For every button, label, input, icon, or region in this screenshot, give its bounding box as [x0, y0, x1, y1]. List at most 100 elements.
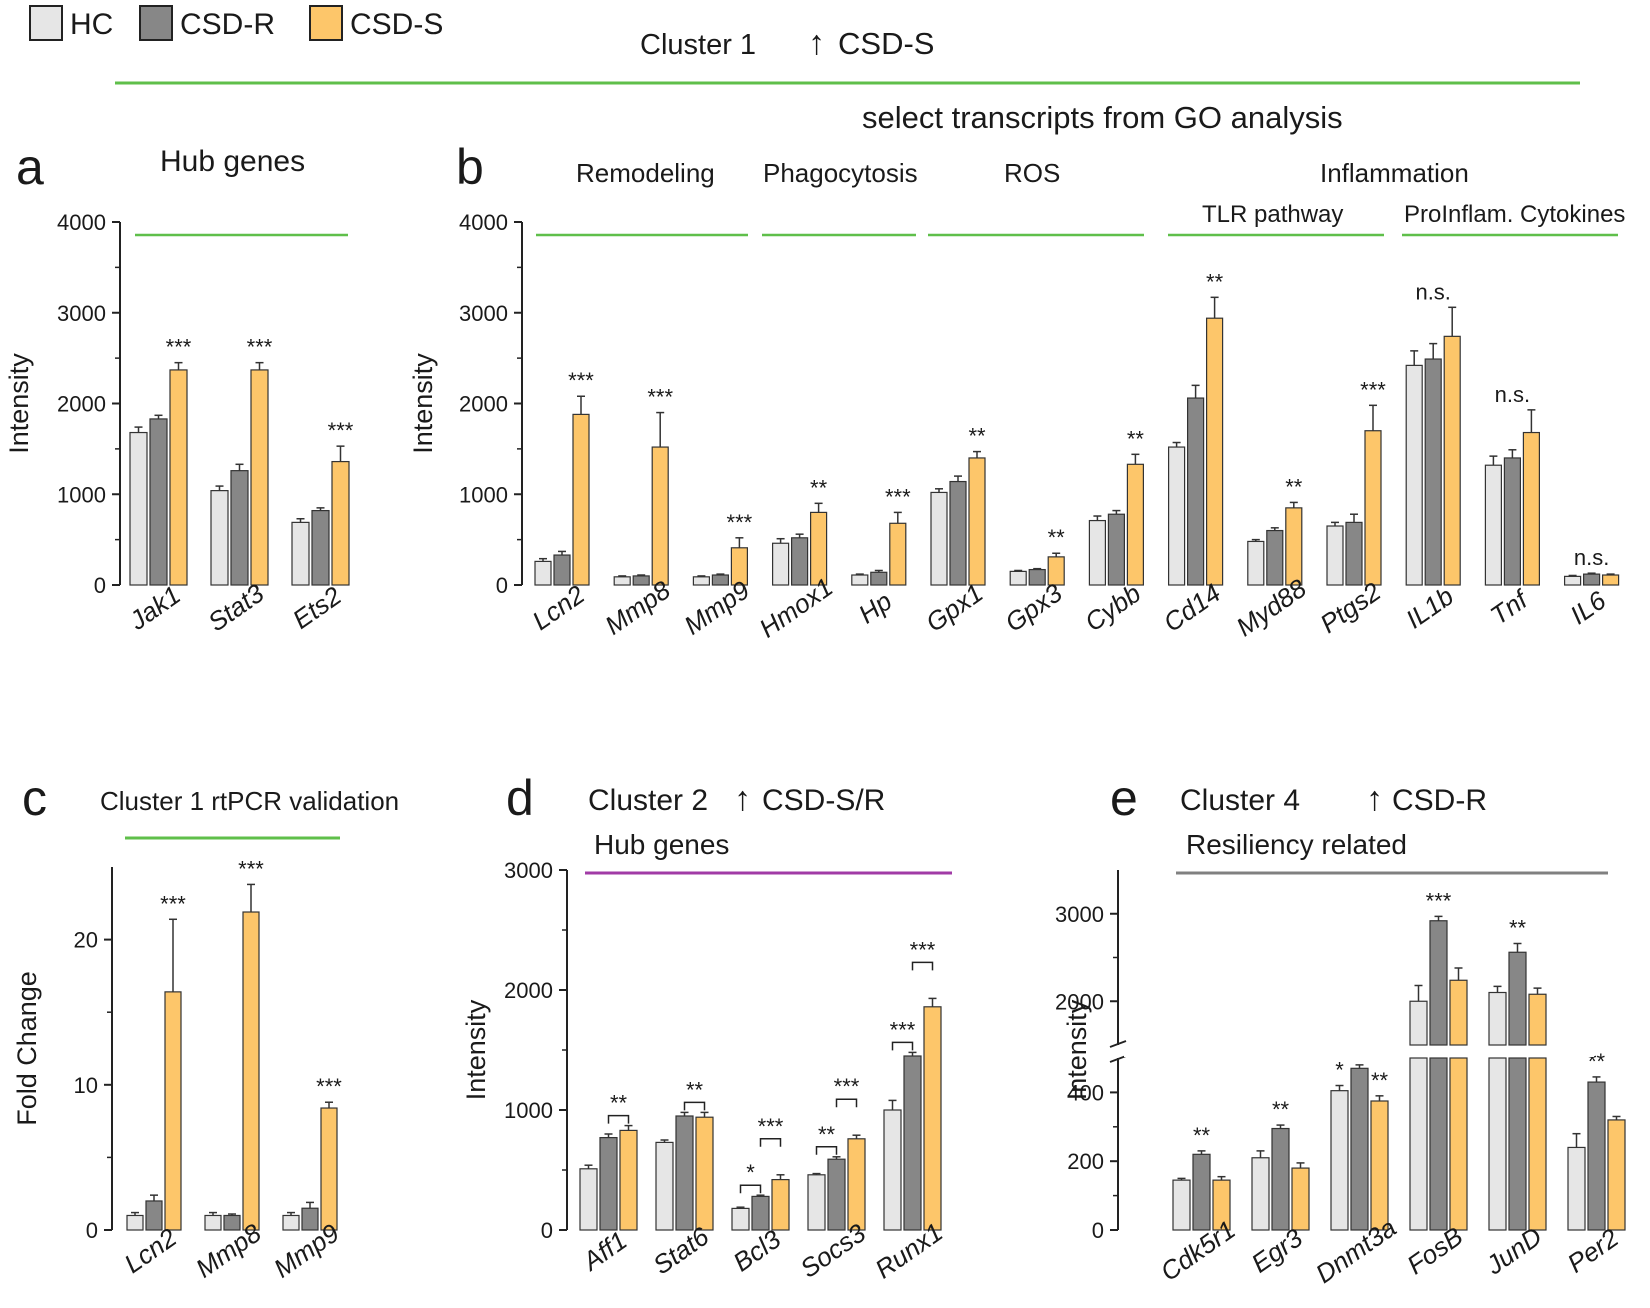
- bar-fosb-hc-lower: [1409, 1057, 1428, 1231]
- bar-lcn2-hc: [534, 560, 552, 586]
- significance-bracket: [683, 1101, 706, 1111]
- panel-b-y-axis-label: Intensity: [408, 353, 438, 454]
- go-analysis-subtitle: select transcripts from GO analysis: [862, 100, 1343, 135]
- bar-hp-csd-r: [870, 571, 888, 586]
- bar-egr3-hc: [1251, 1157, 1270, 1231]
- bar-il6-csd-r: [1582, 573, 1601, 586]
- category-label-hp: Hp: [853, 586, 897, 630]
- y-tick-label: 200: [1067, 1149, 1104, 1174]
- bar-hmox1-csd-r: [790, 537, 809, 586]
- panel-d-subtitle: Hub genes: [594, 829, 729, 860]
- panel-d-title: Cluster 2: [588, 784, 708, 817]
- significance-label: ***: [238, 856, 264, 881]
- bar-il6-hc: [1563, 575, 1582, 586]
- significance-label: **: [818, 1122, 836, 1147]
- significance-label: n.s.: [1574, 545, 1609, 570]
- bar-stat3-hc: [210, 490, 229, 586]
- panel-e-arrow: ↑: [1366, 780, 1383, 818]
- bar-lcn2-hc: [126, 1214, 144, 1231]
- legend-label-csd-r: CSD-R: [180, 8, 275, 41]
- legend: HC CSD-R CSD-S: [29, 5, 443, 41]
- y-tick-label: 1000: [459, 482, 508, 507]
- bar-cd14-csd-r: [1186, 397, 1205, 586]
- panel-e-subtitle: Resiliency related: [1186, 829, 1407, 860]
- bar-il1b-csd-r: [1424, 358, 1442, 586]
- significance-label: *: [746, 1160, 755, 1185]
- bar-gpx1-csd-r: [949, 480, 967, 586]
- bar-hp-csd-s: [889, 522, 907, 586]
- bar-socs3-csd-s: [847, 1138, 866, 1231]
- bar-ets2-hc: [291, 521, 310, 586]
- significance-label: ***: [1426, 888, 1452, 913]
- bar-jak1-csd-r: [149, 418, 168, 586]
- significance-label: ***: [727, 510, 753, 535]
- bar-jak1-hc: [129, 431, 148, 586]
- bar-stat3-csd-r: [230, 470, 249, 586]
- bar-runx1-hc: [883, 1109, 902, 1231]
- bar-egr3-csd-r: [1271, 1127, 1290, 1231]
- category-label-bcl3: Bcl3: [728, 1224, 787, 1278]
- bar-hp-hc: [851, 574, 869, 586]
- legend-label-csd-s: CSD-S: [350, 8, 443, 41]
- plots-layer: 01000200030004000Intensity***Jak1***Stat…: [4, 210, 1626, 1289]
- y-tick-label: 4000: [57, 210, 106, 235]
- y-tick-label: 0: [86, 1218, 98, 1243]
- panel-c-title: Cluster 1 rtPCR validation: [100, 786, 399, 816]
- significance-label: ***: [758, 1114, 784, 1139]
- y-tick-label: 400: [1067, 1080, 1104, 1105]
- significance-label: **: [810, 475, 828, 500]
- bar-fosb-csd-r-upper: [1429, 920, 1448, 1046]
- y-tick-label: 0: [496, 573, 508, 598]
- category-label-stat3: Stat3: [202, 578, 269, 638]
- bar-lcn2-csd-s: [572, 413, 590, 586]
- bar-jak1-csd-s: [169, 369, 188, 586]
- y-tick-label: 3000: [57, 301, 106, 326]
- bar-fosb-csd-s-lower: [1449, 1057, 1468, 1231]
- bar-gpx1-csd-s: [968, 457, 986, 586]
- bar-mmp8-hc: [613, 576, 631, 586]
- bar-jund-csd-s-upper: [1528, 993, 1547, 1046]
- panel-d-direction: CSD-S/R: [762, 784, 885, 817]
- panel-a-plot: 0 1000 2000 3000 4000 Intensity *** Jak1 *** Stat…: [4, 210, 354, 637]
- category-label-per2: Per2: [1562, 1222, 1625, 1278]
- panel-d-arrow: ↑: [734, 780, 751, 818]
- legend-swatch-hc: [29, 5, 63, 41]
- y-tick-label: 1000: [504, 1098, 553, 1123]
- significance-label: ***: [910, 937, 936, 962]
- bar-ptgs2-hc: [1326, 525, 1344, 586]
- bar-dnmt3a-csd-r: [1350, 1067, 1369, 1231]
- significance-label: **: [686, 1077, 704, 1102]
- significance-label: **: [1206, 269, 1224, 294]
- panel-c-y-axis-label: Fold Change: [12, 971, 42, 1126]
- axis-break-gap: [1124, 1046, 1594, 1057]
- bar-fosb-csd-s-upper: [1449, 979, 1468, 1046]
- bar-jund-hc-lower: [1488, 1057, 1507, 1231]
- significance-label: **: [610, 1091, 628, 1116]
- bar-aff1-csd-r: [599, 1136, 618, 1231]
- significance-label: ***: [316, 1074, 342, 1099]
- panel-letter-e: e: [1110, 770, 1138, 826]
- y-tick-label: 10: [74, 1073, 98, 1098]
- panel-letter-a: a: [16, 139, 44, 195]
- significance-label: n.s.: [1495, 382, 1530, 407]
- bar-jund-csd-r-lower: [1508, 1057, 1527, 1231]
- category-label-gpx3: Gpx3: [999, 577, 1068, 638]
- significance-label: **: [1193, 1123, 1211, 1148]
- bar-cdk5r1-hc: [1172, 1179, 1191, 1231]
- bar-ptgs2-csd-s: [1364, 430, 1382, 586]
- bar-stat6-csd-s: [695, 1116, 714, 1231]
- cluster1-title: Cluster 1: [640, 29, 756, 61]
- bar-cybb-hc: [1088, 519, 1107, 586]
- bar-ets2-csd-r: [311, 509, 330, 586]
- bar-jund-csd-r-upper: [1508, 951, 1527, 1046]
- y-tick-label: 20: [74, 928, 98, 953]
- category-label-egr3: Egr3: [1246, 1222, 1309, 1278]
- bar-tnf-csd-r: [1503, 457, 1522, 586]
- significance-bracket: [835, 1098, 858, 1108]
- y-tick-label: 3000: [1055, 902, 1104, 927]
- bar-cd14-hc: [1167, 446, 1186, 586]
